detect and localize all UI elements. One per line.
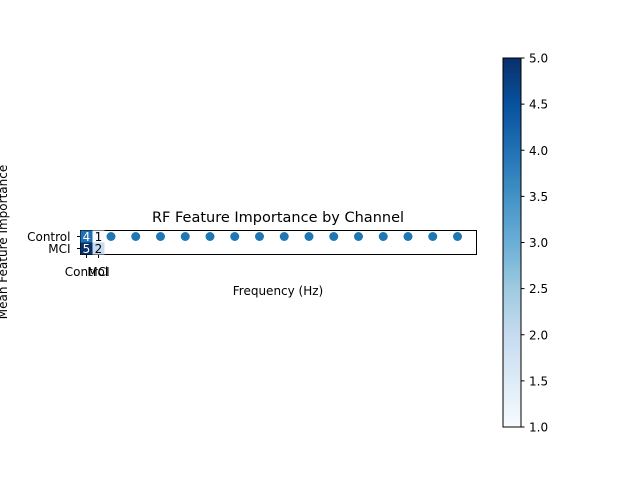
colorbar-tick-label: 2.5	[529, 282, 548, 296]
scatter-point	[428, 232, 438, 241]
x-tick-label: MCI	[87, 265, 109, 279]
x-axis-label: Frequency (Hz)	[233, 284, 324, 298]
heatmap-cell	[80, 242, 93, 255]
heatmap-cell-label: 5	[83, 242, 91, 256]
colorbar-tick-label: 3.5	[529, 190, 548, 204]
heatmap-cell-label: 2	[95, 242, 103, 256]
scatter-point	[378, 232, 388, 241]
scatter-series	[106, 232, 462, 241]
x-tick-label: Control	[65, 265, 108, 279]
heatmap-cell	[80, 230, 93, 243]
scatter-point	[106, 232, 116, 241]
scatter-point	[453, 232, 462, 241]
colorbar-tick-label: 4.0	[529, 144, 548, 158]
plot-frame	[80, 230, 477, 255]
colorbar-tick-label: 1.0	[529, 421, 548, 435]
scatter-point	[304, 232, 314, 241]
colorbar-gradient	[502, 57, 522, 428]
scatter-point	[255, 232, 264, 241]
chart-title: RF Feature Importance by Channel	[152, 210, 404, 226]
scatter-point	[180, 232, 190, 241]
y-axis-label: Mean Feature Importance	[0, 165, 10, 319]
scatter-point	[403, 232, 413, 241]
scatter-point	[131, 232, 141, 241]
y-tick-label: Control	[27, 230, 70, 244]
colorbar-tick-label: 4.5	[529, 98, 548, 112]
heatmap: 4 15 2	[80, 230, 105, 256]
heatmap-cell-label: 1	[95, 230, 103, 244]
colorbar-tick-label: 1.5	[529, 374, 548, 388]
scatter-point	[205, 232, 215, 241]
scatter-point	[329, 232, 339, 241]
scatter-point	[354, 232, 363, 241]
heatmap-cell-label: 4	[83, 230, 91, 244]
scatter-point	[230, 232, 240, 241]
colorbar: 1.0 1.5 2.0 2.5 3.0 3.5 4.0 4.5 5.0	[502, 52, 548, 435]
heatmap-cell	[92, 230, 105, 243]
scatter-point	[279, 232, 289, 241]
colorbar-tick-label: 2.0	[529, 328, 548, 342]
y-tick-label: MCI	[48, 242, 70, 256]
heatmap-cell	[92, 242, 105, 255]
colorbar-tick-label: 5.0	[529, 52, 548, 66]
scatter-point	[156, 232, 165, 241]
colorbar-tick-label: 3.0	[529, 236, 548, 250]
